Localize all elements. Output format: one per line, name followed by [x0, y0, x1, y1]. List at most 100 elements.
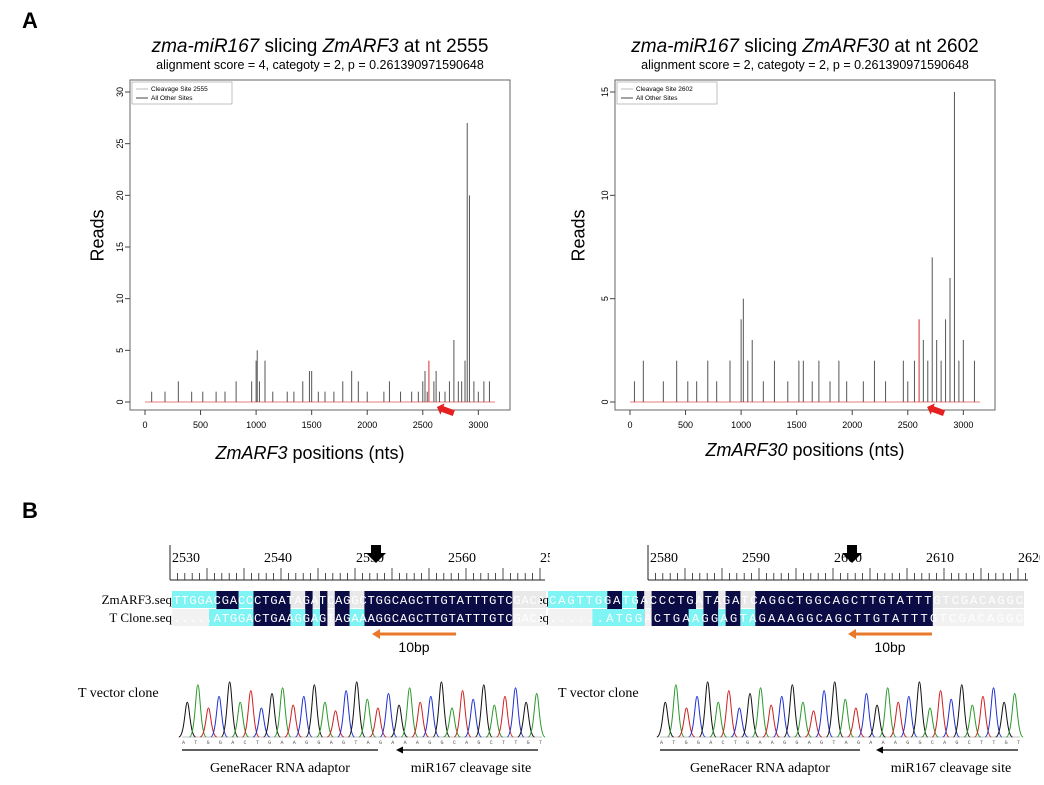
trace-peak — [847, 707, 865, 738]
mismatch-block — [592, 609, 645, 626]
mismatch-block — [209, 609, 254, 626]
trace-peak — [698, 681, 717, 738]
trace-peak — [453, 690, 472, 738]
x-tick-label: 500 — [678, 420, 693, 430]
x-tick-label: 1000 — [731, 420, 751, 430]
ruler-label: 2590 — [742, 551, 770, 566]
x-tick-label: 3000 — [953, 420, 973, 430]
trace-peak — [730, 707, 749, 738]
trace-peak — [464, 698, 483, 738]
trace-peak — [411, 701, 430, 738]
plot-frame — [614, 79, 996, 411]
match-block — [334, 591, 350, 626]
cleavage-label: miR167 cleavage site — [411, 761, 532, 776]
y-tick-label: 10 — [115, 294, 125, 304]
trace-peak — [400, 687, 419, 738]
left-arrowhead-icon — [876, 746, 883, 754]
y-tick-label: 15 — [600, 87, 610, 97]
trace-peak — [517, 701, 536, 738]
trace-peak — [273, 687, 292, 738]
panel-letter-b: B — [22, 498, 38, 523]
trace-peak — [369, 707, 387, 738]
chart-2: 0 5 10 15 0 500 1000 1500 2000 2500 3000 Cleavage S… — [600, 79, 996, 430]
x-tick-label: 3000 — [468, 420, 488, 430]
adaptor-label: GeneRacer RNA adaptor — [210, 761, 350, 776]
x-tick-label: 2500 — [898, 420, 918, 430]
ruler-label: 2610 — [926, 551, 954, 566]
match-block — [636, 591, 645, 626]
match-block — [755, 591, 933, 626]
trace-peak — [868, 704, 886, 738]
trace-peak — [188, 684, 207, 738]
chart-1-title: zma-miR167 slicing ZmARF3 at nt 2555 — [151, 36, 489, 57]
trace-peak — [772, 695, 791, 738]
black-arrow-icon — [366, 545, 386, 563]
chart-2-title: zma-miR167 slicing ZmARF30 at nt 2602 — [631, 36, 979, 57]
chart-2-subtitle: alignment score = 2, categoty = 2, p = 0… — [641, 58, 969, 72]
match-block — [253, 591, 291, 626]
chart-1-subtitle: alignment score = 4, categoty = 2, p = 0… — [156, 58, 484, 72]
legend-box — [131, 81, 233, 105]
x-tick-label: 2000 — [842, 420, 862, 430]
y-tick-label: 20 — [115, 190, 125, 200]
trace-peak — [210, 695, 229, 738]
trace-peak — [527, 692, 546, 738]
trace-peak — [294, 695, 313, 738]
y-tick-label: 15 — [115, 242, 125, 252]
legend-label: Cleavage Site 2602 — [636, 86, 693, 93]
panel-letter-a: A — [22, 8, 38, 33]
match-block — [651, 591, 696, 626]
trace-peak — [506, 687, 525, 738]
legend-label: All Other Sites — [151, 95, 193, 102]
match-block — [320, 591, 328, 626]
ruler-label: 2570 — [540, 551, 550, 566]
ruler-label: 2560 — [448, 551, 476, 566]
legend-label: Cleavage Site 2555 — [151, 86, 208, 93]
trace-peak — [485, 704, 504, 738]
chart-1-xlabel: ZmARF3 positions (nts) — [215, 443, 405, 463]
red-arrow-icon — [436, 403, 455, 416]
y-tick-label: 5 — [115, 348, 125, 353]
trace-peak — [199, 707, 218, 738]
ruler-label: 2540 — [264, 551, 292, 566]
adaptor-label: GeneRacer RNA adaptor — [690, 761, 830, 776]
x-tick-label: 500 — [193, 420, 208, 430]
trace-peak — [899, 695, 918, 738]
trace-peak — [889, 701, 908, 738]
trace-peak — [719, 690, 738, 738]
match-block — [703, 591, 719, 626]
bp-label: 10bp — [398, 639, 429, 655]
y-tick-label: 30 — [115, 87, 125, 97]
trace-peak — [952, 684, 971, 738]
trace-peak — [931, 690, 950, 738]
orange-arrowhead-icon — [848, 629, 856, 639]
mismatch-block — [290, 609, 306, 626]
trace-peak — [432, 681, 451, 738]
trace-peak — [973, 695, 992, 738]
trace-peak — [878, 687, 897, 738]
left-arrowhead-icon — [396, 746, 403, 754]
trace-peak — [252, 707, 271, 738]
trace-peak — [815, 690, 834, 738]
trace-peak — [656, 701, 675, 738]
match-block — [725, 591, 741, 626]
trace-peak — [825, 681, 844, 738]
trace-peak — [263, 692, 281, 738]
match-block — [364, 591, 513, 626]
x-tick-label: 0 — [627, 420, 632, 430]
y-tick-label: 0 — [600, 399, 610, 404]
chromatogram-label: T vector clone — [78, 686, 159, 701]
trace-peak — [709, 701, 728, 738]
trace-peak — [762, 704, 780, 738]
chart-2-xlabel: ZmARF30 positions (nts) — [705, 440, 905, 460]
trace-peak — [390, 704, 408, 738]
trace-peak — [995, 701, 1014, 738]
trace-peak — [231, 701, 250, 738]
ref-seq-name: ZmARF30.seq — [540, 592, 549, 607]
mismatch-block — [172, 591, 217, 608]
mismatch-block — [718, 609, 726, 626]
trace-peak — [783, 684, 802, 738]
trace-peak — [836, 698, 855, 738]
trace-peak — [421, 695, 440, 738]
